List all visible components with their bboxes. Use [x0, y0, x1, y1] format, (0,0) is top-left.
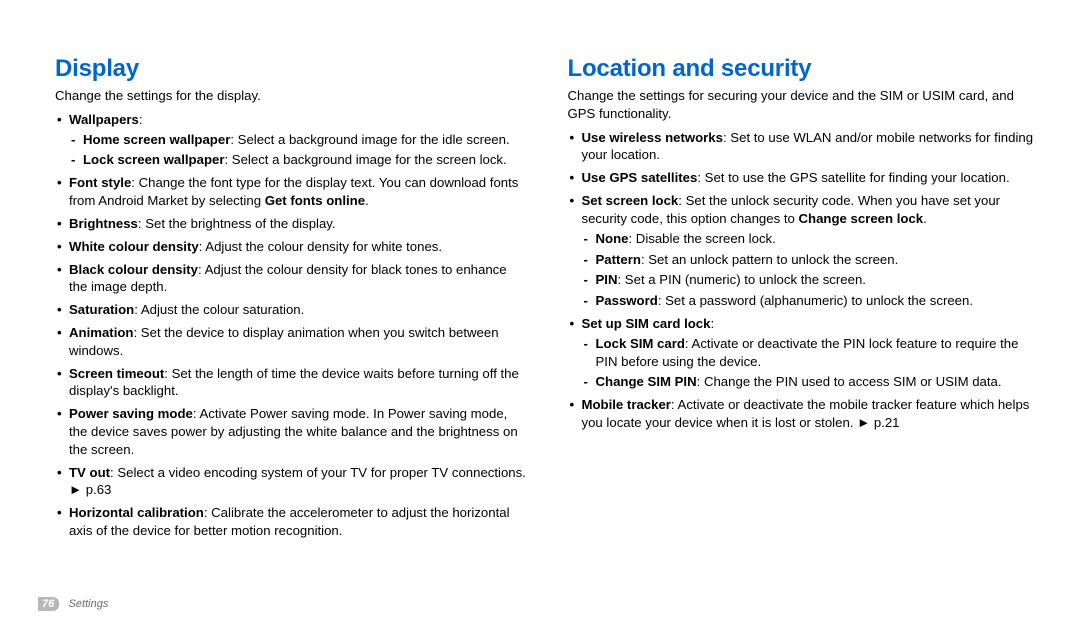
item-wireless-networks: Use wireless networks: Set to use WLAN a…	[568, 129, 1041, 165]
sub-password: Password: Set a password (alphanumeric) …	[582, 292, 1041, 310]
item-brightness: Brightness: Set the brightness of the di…	[55, 215, 528, 233]
display-intro: Change the settings for the display.	[55, 87, 528, 105]
display-list: Wallpapers: Home screen wallpaper: Selec…	[55, 111, 528, 540]
item-saturation: Saturation: Adjust the colour saturation…	[55, 301, 528, 319]
location-security-list: Use wireless networks: Set to use WLAN a…	[568, 129, 1041, 432]
item-set-screen-lock: Set screen lock: Set the unlock security…	[568, 192, 1041, 310]
item-font-style: Font style: Change the font type for the…	[55, 174, 528, 210]
sub-pin: PIN: Set a PIN (numeric) to unlock the s…	[582, 271, 1041, 289]
wallpapers-sublist: Home screen wallpaper: Select a backgrou…	[69, 131, 528, 170]
display-heading: Display	[55, 55, 528, 83]
manual-page: Display Change the settings for the disp…	[0, 0, 1080, 629]
item-white-density: White colour density: Adjust the colour …	[55, 238, 528, 256]
item-sim-card-lock: Set up SIM card lock: Lock SIM card: Act…	[568, 315, 1041, 391]
sim-lock-sublist: Lock SIM card: Activate or deactivate th…	[582, 335, 1041, 391]
item-horizontal-calibration: Horizontal calibration: Calibrate the ac…	[55, 504, 528, 540]
sub-lock-sim: Lock SIM card: Activate or deactivate th…	[582, 335, 1041, 371]
sub-home-wallpaper: Home screen wallpaper: Select a backgrou…	[69, 131, 528, 149]
suffix: :	[139, 112, 143, 127]
sub-pattern: Pattern: Set an unlock pattern to unlock…	[582, 251, 1041, 269]
two-column-layout: Display Change the settings for the disp…	[55, 55, 1040, 545]
item-mobile-tracker: Mobile tracker: Activate or deactivate t…	[568, 396, 1041, 432]
item-screen-timeout: Screen timeout: Set the length of time t…	[55, 365, 528, 401]
sub-change-sim-pin: Change SIM PIN: Change the PIN used to a…	[582, 373, 1041, 391]
page-number: 76	[38, 597, 59, 611]
item-tv-out: TV out: Select a video encoding system o…	[55, 464, 528, 500]
sub-none: None: Disable the screen lock.	[582, 230, 1041, 248]
item-power-saving: Power saving mode: Activate Power saving…	[55, 405, 528, 458]
breadcrumb: Settings	[69, 598, 109, 610]
sub-lock-wallpaper: Lock screen wallpaper: Select a backgrou…	[69, 151, 528, 169]
label-wallpapers: Wallpapers	[69, 112, 139, 127]
left-column: Display Change the settings for the disp…	[55, 55, 528, 545]
item-black-density: Black colour density: Adjust the colour …	[55, 261, 528, 297]
item-gps-satellites: Use GPS satellites: Set to use the GPS s…	[568, 169, 1041, 187]
screen-lock-sublist: None: Disable the screen lock. Pattern: …	[582, 230, 1041, 310]
page-footer: 76 Settings	[38, 596, 108, 611]
location-security-intro: Change the settings for securing your de…	[568, 87, 1041, 123]
right-column: Location and security Change the setting…	[568, 55, 1041, 545]
item-animation: Animation: Set the device to display ani…	[55, 324, 528, 360]
item-wallpapers: Wallpapers: Home screen wallpaper: Selec…	[55, 111, 528, 169]
location-security-heading: Location and security	[568, 55, 1041, 83]
